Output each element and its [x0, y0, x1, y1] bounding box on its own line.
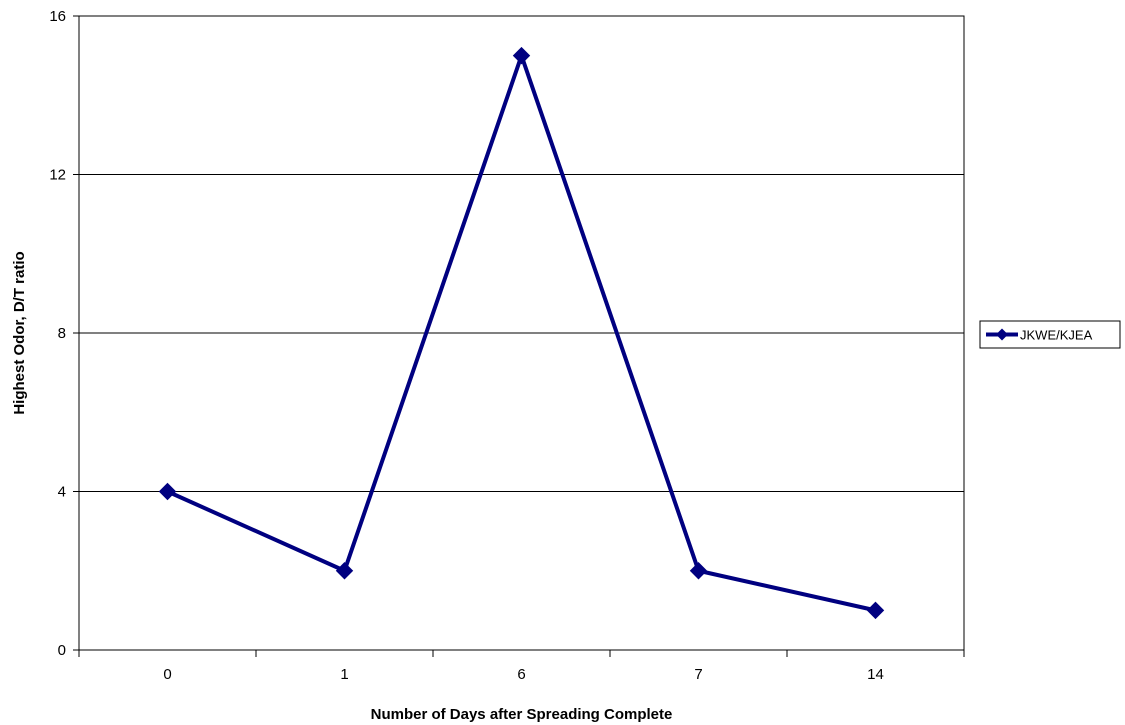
- x-tick-label: 1: [340, 666, 348, 683]
- x-tick-label: 6: [517, 666, 525, 683]
- y-tick-label: 12: [49, 167, 66, 184]
- legend-entry-label: JKWE/KJEA: [1020, 328, 1093, 343]
- data-point-marker: [689, 562, 708, 580]
- series-layer: [158, 46, 885, 620]
- x-axis-title: Number of Days after Spreading Complete: [371, 706, 673, 723]
- x-axis: 0 1 6 7 14: [78, 649, 965, 683]
- y-tick-label: 0: [58, 642, 66, 659]
- y-axis: 0 4 8 12 16: [49, 8, 80, 659]
- gridlines: [79, 174, 964, 492]
- data-point-marker: [866, 601, 885, 620]
- y-tick-label: 16: [49, 8, 66, 25]
- x-tick-label: 0: [163, 666, 171, 683]
- x-tick-label: 7: [694, 666, 702, 683]
- data-point-marker: [512, 46, 531, 65]
- data-point-marker: [335, 562, 354, 580]
- data-point-marker: [158, 482, 177, 501]
- y-tick-label: 8: [58, 325, 66, 342]
- x-tick-label: 14: [867, 666, 884, 683]
- legend: JKWE/KJEA: [979, 320, 1121, 349]
- y-tick-label: 4: [58, 484, 66, 501]
- y-axis-title: Highest Odor, D/T ratio: [11, 251, 28, 414]
- legend-marker: [996, 328, 1008, 341]
